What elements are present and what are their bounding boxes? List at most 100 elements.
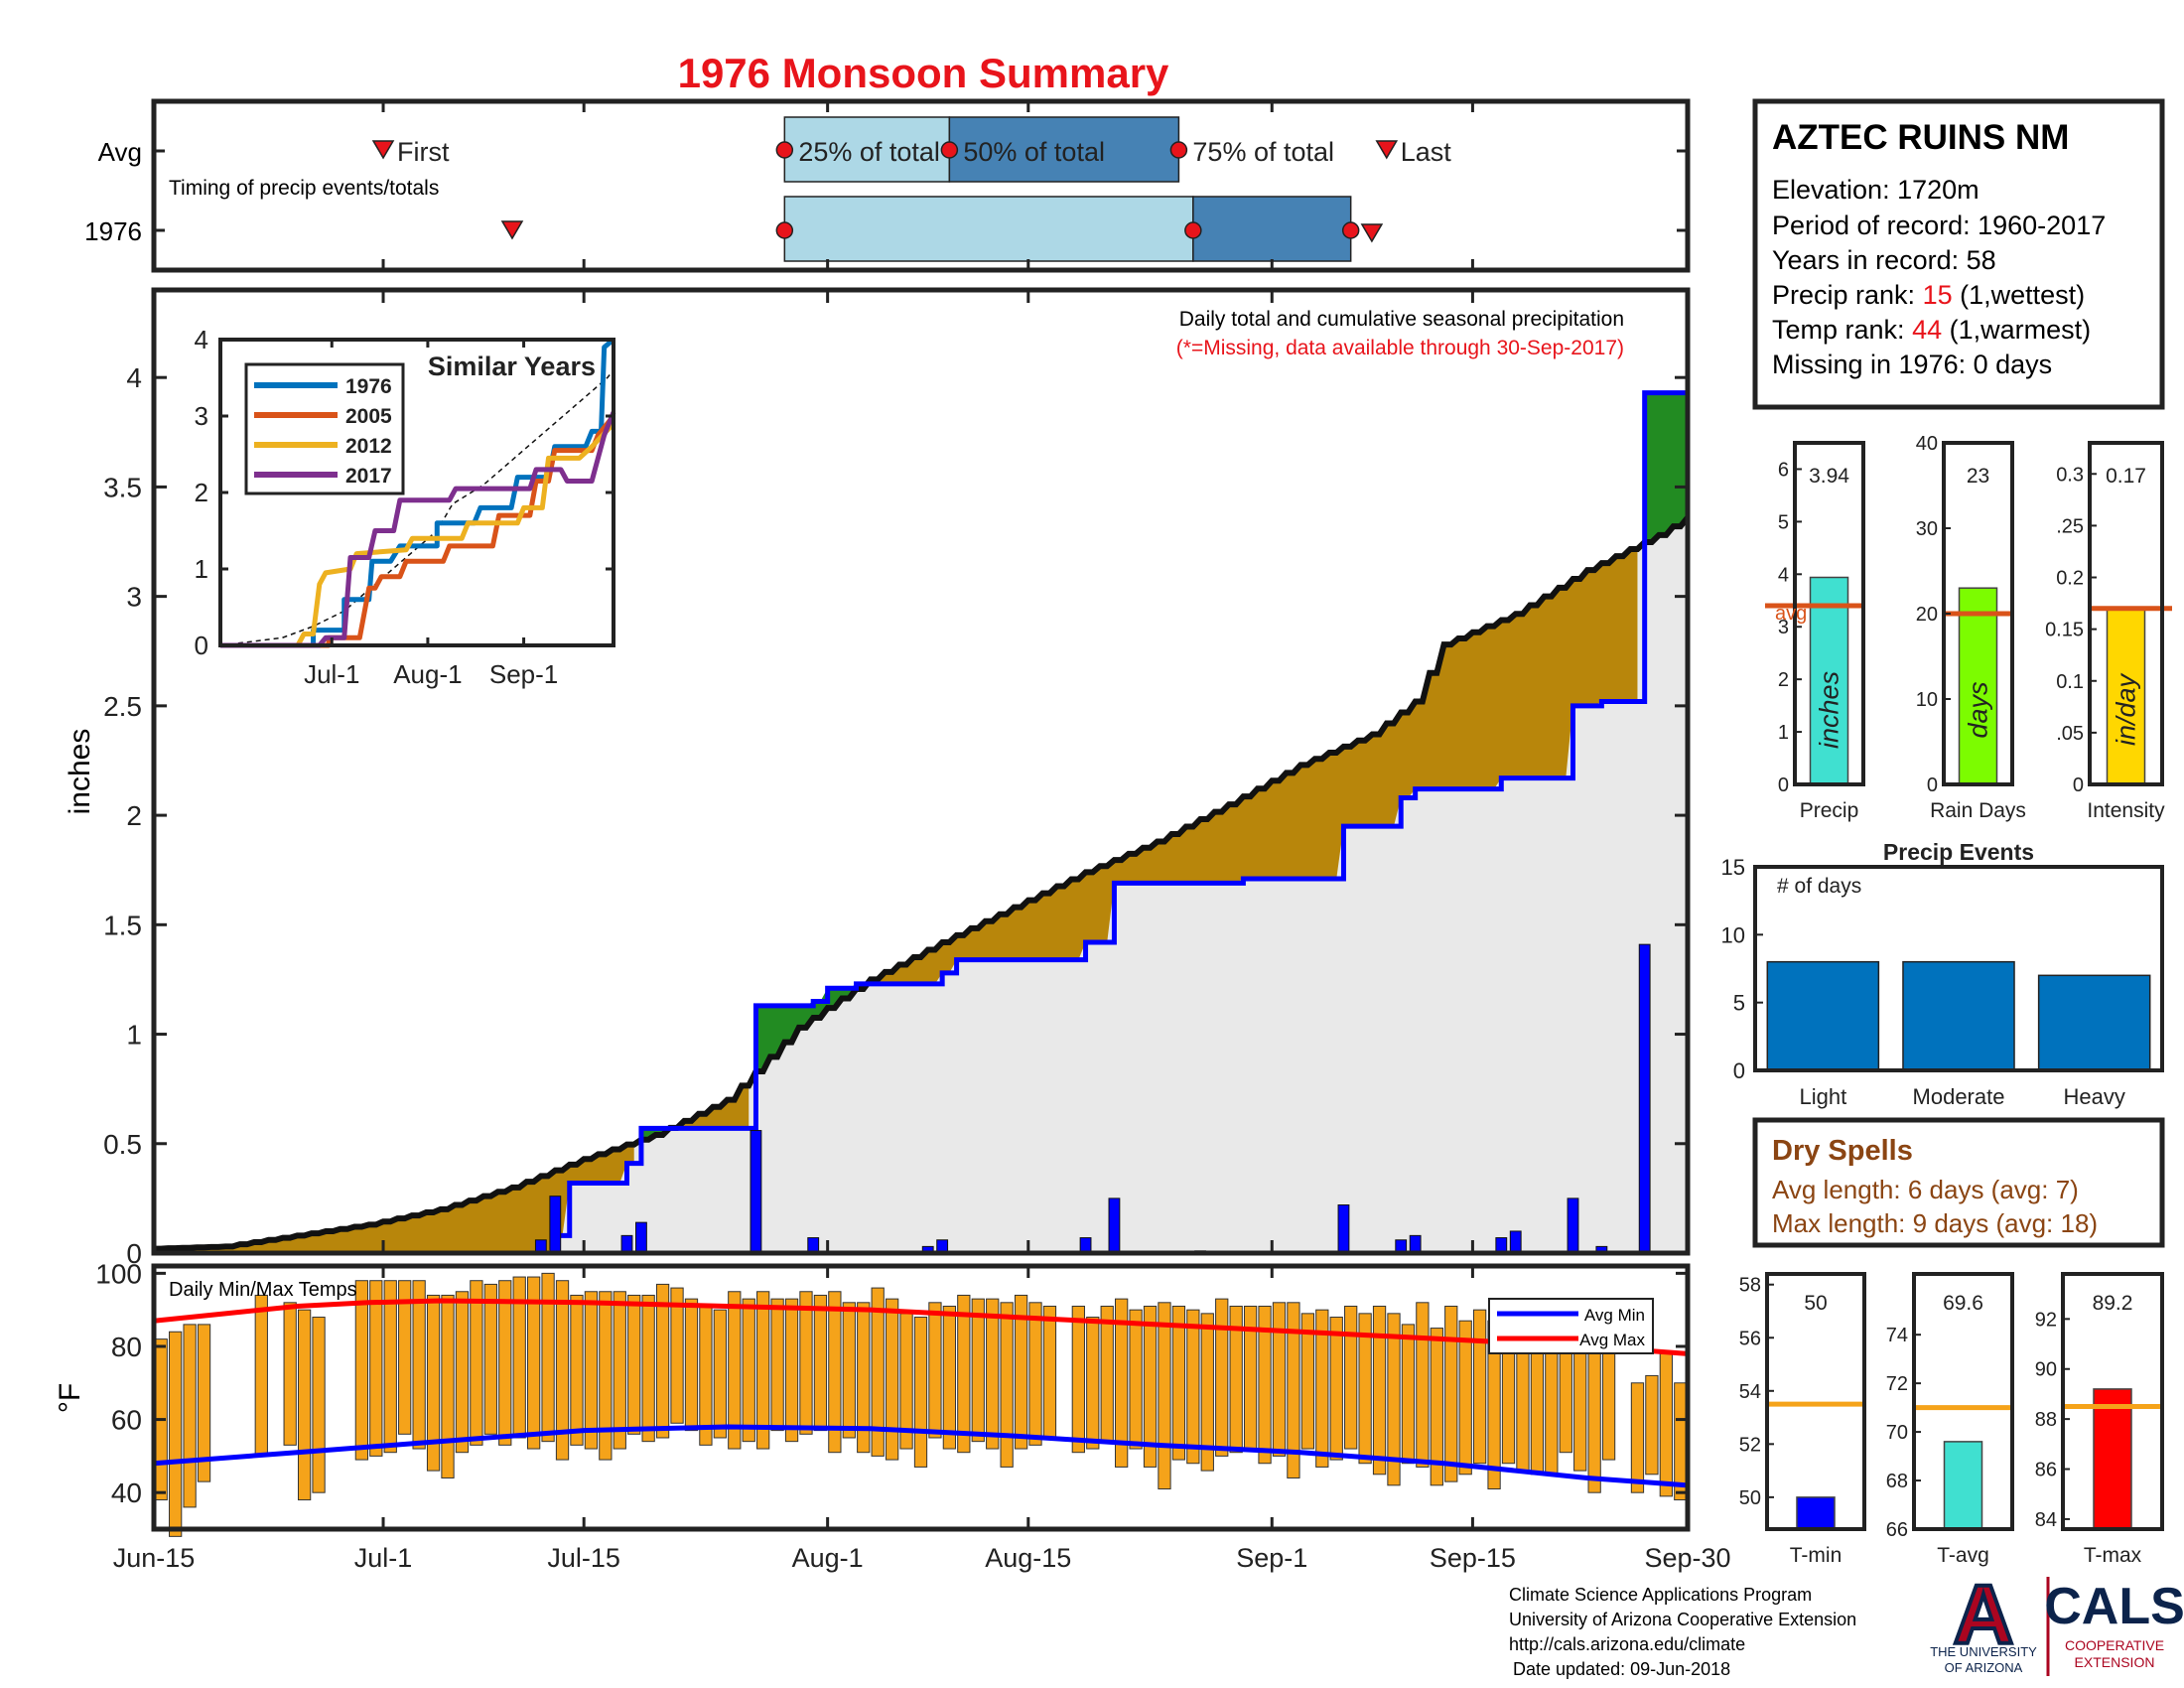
inset-series-line-2012 <box>220 421 615 648</box>
daily-temp-bar <box>670 1287 684 1424</box>
daily-temp-bar <box>713 1309 727 1439</box>
temps-xtick-label: Sep-15 <box>1430 1543 1516 1573</box>
tsum-frame-1 <box>1912 1272 2014 1531</box>
daily-temp-bar <box>412 1280 426 1450</box>
events-category-label: Light <box>1799 1084 1846 1109</box>
y1976-50-marker <box>1184 221 1202 239</box>
temps-xtick-label: Sep-1 <box>1236 1543 1307 1573</box>
tsum-label-1: T-avg <box>1937 1544 1989 1567</box>
daily-temp-bar <box>584 1291 599 1450</box>
daily-temp-bar <box>283 1302 297 1446</box>
tsum-ytick-label-0: 56 <box>1739 1328 1761 1349</box>
cals-logo-word: CALS <box>2044 1578 2184 1635</box>
temps-ylabel: °F <box>54 1383 86 1413</box>
y1976-first-marker <box>500 220 524 240</box>
daily-temp-bar <box>1158 1302 1171 1490</box>
daily-temp-bar <box>312 1317 326 1493</box>
tsum-ytick-label-0: 52 <box>1739 1434 1761 1456</box>
totals-value-0: 3.94 <box>1809 465 1849 488</box>
daily-temp-bar <box>1200 1313 1214 1472</box>
daily-precip-bar <box>635 1221 647 1254</box>
totals-bar-1 <box>1958 587 1998 785</box>
daily-temp-bar <box>455 1291 470 1454</box>
main-note-2: (*=Missing, data available through 30-Se… <box>1176 337 1624 359</box>
dry-spells-box: Dry Spells Avg length: 6 days (avg: 7) M… <box>1752 1117 2165 1248</box>
daily-temp-bar <box>1358 1313 1372 1465</box>
tsum-bar-2 <box>2093 1388 2132 1530</box>
totals-ytick-label-2: .05 <box>2056 723 2084 745</box>
daily-temp-bar <box>1659 1352 1673 1497</box>
daily-temp-bar <box>784 1298 799 1443</box>
daily-precip-bar <box>1638 943 1651 1254</box>
temps-axes: 40 60 80 100 Jun-15 Jul-1 Jul-15 Aug-1 Aug-15 Sep… <box>95 1258 1730 1573</box>
daily-temp-bar <box>1545 1345 1559 1476</box>
avg-25-marker <box>775 141 794 159</box>
cals-logo: CALS COOPERATIVE EXTENSION <box>2044 1578 2184 1670</box>
avg-last-marker <box>1375 140 1399 160</box>
inset-title: Similar Years <box>428 352 596 381</box>
daily-temp-bar <box>1458 1320 1472 1476</box>
tsum-ytick-label-1: 72 <box>1886 1373 1908 1395</box>
inset-average-line <box>219 369 614 646</box>
main-ytick-label: 1 <box>126 1020 142 1051</box>
main-axes: 0 0.5 1 1.5 2 2.5 3 3.5 4 <box>103 290 1690 1269</box>
tsum-ytick-label-1: 74 <box>1886 1325 1908 1346</box>
events-ytick-label: 10 <box>1721 922 1745 947</box>
daily-temp-bar <box>1344 1305 1358 1450</box>
events-bar <box>2037 974 2151 1071</box>
main-ytick-label: 2 <box>126 800 142 831</box>
main-ytick-label: 1.5 <box>103 910 142 940</box>
daily-temp-bar <box>483 1283 497 1435</box>
totals-frame-2 <box>2088 441 2164 786</box>
daily-temp-bar <box>1042 1305 1057 1439</box>
totals-ytick-label-2: 0.3 <box>2056 464 2084 486</box>
daily-temp-bar <box>541 1272 555 1443</box>
y1976-25-marker <box>775 221 794 239</box>
similar-years-inset: 0 1 2 3 4 Jul-1 Aug-1 Sep-1 Similar Years 1976 200… <box>195 325 616 689</box>
totals-label-0: Precip <box>1800 799 1859 822</box>
temps-legend-box <box>1488 1298 1654 1354</box>
daily-temp-bar <box>942 1305 957 1450</box>
daily-temp-bar <box>1258 1305 1272 1465</box>
avg-25-label: 25% of total <box>798 137 940 167</box>
wetter-than-average-area <box>1644 392 1688 542</box>
ua-logo-line-1: THE UNIVERSITY <box>1930 1644 2037 1659</box>
temps-xtick-label: Jun-15 <box>113 1543 196 1573</box>
daily-temp-bar <box>971 1298 985 1443</box>
daily-temp-bar <box>641 1294 655 1443</box>
row-label-1976: 1976 <box>84 216 142 246</box>
avg-75-label: 75% of total <box>1192 137 1334 167</box>
tsum-bar-1 <box>1943 1441 1983 1530</box>
daily-temp-bar <box>699 1305 713 1446</box>
inset-xtick-label: Jul-1 <box>304 659 359 689</box>
daily-precip-bar <box>750 1130 762 1254</box>
daily-temp-bar <box>957 1294 971 1454</box>
tsum-frame-0 <box>1765 1272 1866 1531</box>
daily-temp-bar <box>498 1280 512 1446</box>
daily-temp-bar <box>1229 1305 1243 1454</box>
station-period: Period of record: 1960-2017 <box>1772 211 2106 240</box>
ua-logo-line-2: OF ARIZONA <box>1945 1660 2023 1675</box>
daily-temp-bar <box>1530 1345 1545 1476</box>
events-ytick-label: 15 <box>1721 855 1745 880</box>
avg-first-marker <box>371 140 395 160</box>
daily-temp-bar <box>470 1280 483 1446</box>
avg-first-label: First <box>397 137 450 167</box>
totals-ytick-label-0: 2 <box>1778 669 1789 691</box>
daily-temp-bar <box>742 1298 755 1443</box>
totals-ytick-label-2: 0 <box>2073 774 2084 796</box>
timing-frame <box>151 98 1691 273</box>
drier-than-average-area <box>669 1085 750 1129</box>
temps-legend: Avg Min Avg Max <box>1488 1298 1654 1354</box>
daily-temp-bar <box>885 1298 899 1461</box>
temps-xtick-label: Jul-15 <box>547 1543 620 1573</box>
temps-frame <box>151 1263 1691 1532</box>
similar-years-plot: 0 1 2 3 4 Jul-1 Aug-1 Sep-1 Similar Years 1976 200… <box>195 325 616 689</box>
daily-temp-bar <box>354 1280 369 1461</box>
daily-temp-bar <box>599 1291 613 1461</box>
totals-label-1: Rain Days <box>1930 799 2026 822</box>
tsum-value-1: 69.6 <box>1943 1292 1983 1315</box>
tsum-ytick-label-1: 66 <box>1886 1519 1908 1541</box>
events-bar <box>1766 960 1880 1071</box>
avg-50-label: 50% of total <box>963 137 1105 167</box>
